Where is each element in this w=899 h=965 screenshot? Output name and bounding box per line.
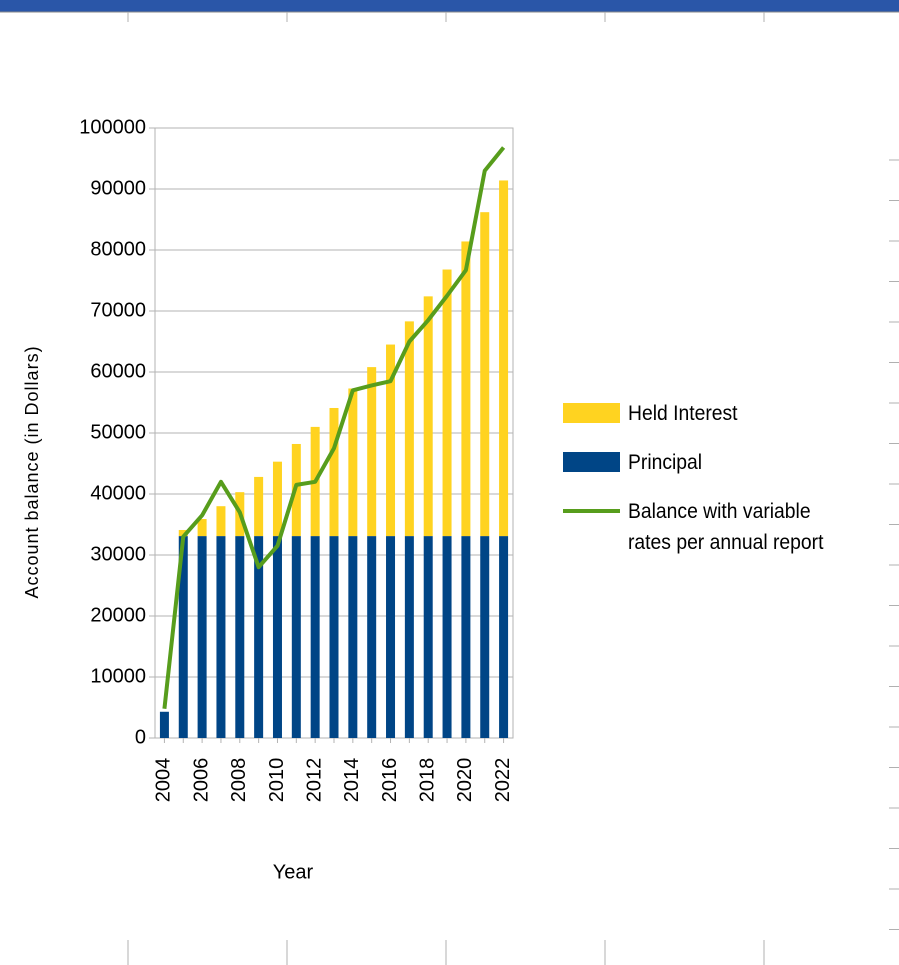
bar: [329, 536, 339, 738]
bar: [329, 407, 339, 537]
x-tick-label: 2008: [228, 758, 250, 803]
legend-label: Held Interest: [628, 402, 738, 425]
bar: [216, 536, 226, 738]
line: [162, 146, 506, 709]
bar: [310, 536, 320, 738]
legend-swatch: [563, 403, 620, 423]
bar: [235, 536, 245, 738]
bar: [367, 536, 377, 738]
bar: [386, 536, 396, 738]
bar: [291, 536, 301, 738]
bar: [480, 536, 490, 738]
bar: [480, 212, 490, 537]
x-tick-label: 2004: [153, 758, 175, 803]
bar: [159, 711, 169, 738]
y-tick-label: 0: [135, 726, 146, 748]
sheet-grid: [127, 12, 765, 965]
y-axis-title: Account balance (in Dollars): [22, 345, 42, 598]
y-tick-label: 20000: [90, 604, 146, 626]
bar: [386, 344, 396, 537]
x-tick-label: 2020: [454, 758, 476, 803]
bar: [461, 241, 471, 537]
x-tick-label: 2006: [190, 758, 212, 803]
bar: [272, 536, 282, 738]
y-tick-label: 60000: [90, 360, 146, 382]
bar: [442, 536, 452, 738]
legend-label: Balance with variable rates per annual r…: [628, 500, 824, 554]
x-axis-title: Year: [273, 861, 314, 883]
bar: [254, 476, 264, 537]
y-tick-label: 80000: [90, 238, 146, 260]
x-tick-label: 2010: [266, 758, 288, 803]
bar: [461, 536, 471, 738]
bar: [404, 536, 414, 738]
bar: [348, 388, 358, 537]
bar: [197, 536, 207, 738]
y-tick-label: 10000: [90, 665, 146, 687]
bar: [423, 296, 433, 537]
y-tick-label: 70000: [90, 299, 146, 321]
bar: [499, 180, 509, 537]
bar: [348, 536, 358, 738]
bar: [423, 536, 433, 738]
x-tick-label: 2016: [379, 758, 401, 803]
bar: [272, 461, 282, 537]
bar: [499, 536, 509, 738]
y-tick-label: 30000: [90, 543, 146, 565]
bar: [216, 506, 226, 537]
x-tick-label: 2018: [416, 758, 438, 803]
bar: [254, 536, 264, 738]
legend-swatch: [563, 452, 620, 472]
bar: [442, 269, 452, 537]
top-bar: [0, 0, 899, 12]
x-tick-label: 2012: [303, 758, 325, 803]
y-tick-label: 50000: [90, 421, 146, 443]
y-tick-label: 90000: [90, 177, 146, 199]
legend-label: Principal: [628, 451, 703, 474]
y-tick-label: 100000: [79, 116, 146, 138]
bar: [178, 536, 188, 738]
x-tick-label: 2014: [341, 758, 363, 803]
bar: [367, 367, 377, 537]
y-tick-label: 40000: [90, 482, 146, 504]
bar: [404, 321, 414, 537]
x-tick-label: 2022: [492, 758, 514, 803]
bar: [197, 519, 207, 537]
bar: [178, 529, 188, 537]
